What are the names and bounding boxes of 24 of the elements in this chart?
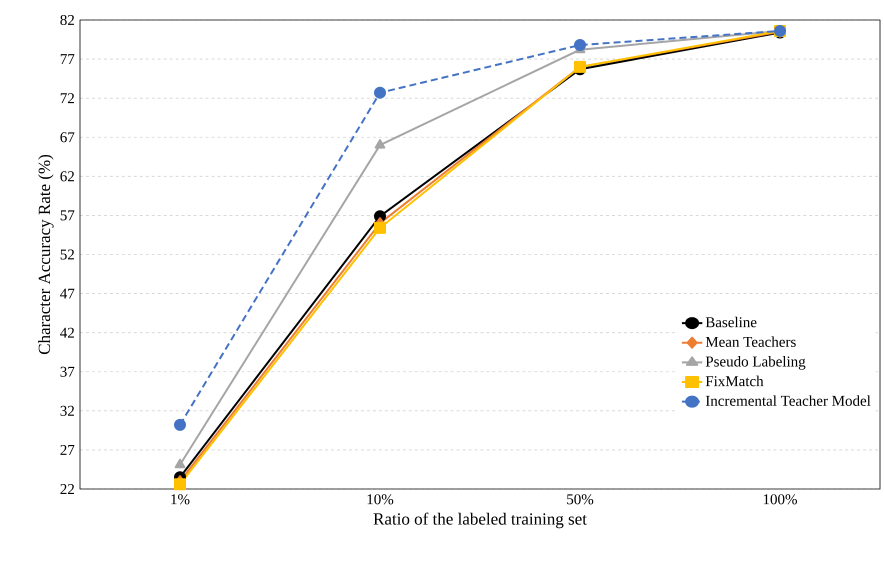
- y-tick-label: 57: [60, 210, 74, 220]
- x-tick-label: 50%: [567, 494, 594, 504]
- y-tick-label: 42: [60, 328, 74, 338]
- y-tick-label: 52: [60, 249, 74, 260]
- y-tick-label: 67: [60, 132, 74, 142]
- x-tick-label: 1%: [171, 494, 190, 504]
- y-tick-label: 37: [60, 366, 74, 377]
- x-axis-title: Ratio of the labeled training set: [374, 512, 587, 528]
- y-tick-label: 62: [60, 171, 74, 182]
- legend-label: Baseline: [706, 316, 756, 328]
- legend-label: Mean Teachers: [706, 336, 796, 347]
- y-tick-label: 27: [60, 444, 74, 455]
- legend-label: Incremental Teacher Model: [706, 395, 871, 406]
- y-tick-label: 32: [60, 406, 74, 416]
- legend-label: FixMatch: [706, 376, 764, 386]
- y-tick-label: 72: [60, 93, 74, 104]
- y-tick-label: 47: [60, 288, 74, 299]
- y-axis-title: Character Accuracy Rate (%): [38, 154, 54, 354]
- x-tick-label: 10%: [368, 494, 394, 504]
- legend-label: Pseudo Labeling: [706, 356, 806, 370]
- y-tick-label: 22: [60, 484, 74, 494]
- x-tick-label: 100%: [764, 494, 797, 504]
- y-tick-label: 82: [60, 14, 74, 26]
- y-tick-label: 77: [60, 54, 74, 64]
